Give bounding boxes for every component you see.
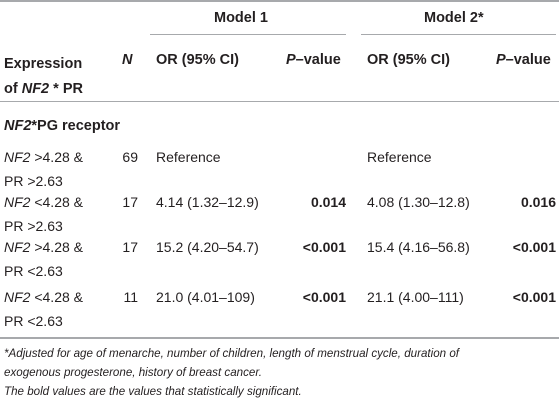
table-row-2-p-model1: 0.014 [310,194,346,210]
p-value-header-model2: P–value [496,52,551,68]
table-row-2-expression: NF2 <4.28 & PR >2.63 [4,194,83,234]
table-row-4-p-model2: <0.001 [512,289,556,305]
table-row-2-n: 17 [122,194,138,210]
footnote-adjustment-line1: *Adjusted for age of menarche, number of… [4,347,459,360]
table-row-1-or-model1: Reference [156,149,221,165]
table-row-4-n: 11 [123,289,138,305]
expression-header: Expression of NF2 * PR [4,56,83,97]
table-row-1-or-model2: Reference [367,149,432,165]
model2-underline [361,34,556,35]
or-header-model2: OR (95% CI) [367,52,450,68]
section-label: NF2*PG receptor [4,118,121,134]
table-row-3-p-model1: <0.001 [302,239,346,255]
table-row-2-or-model2: 4.08 (1.30–12.8) [367,194,470,210]
or-header-model1: OR (95% CI) [156,52,239,68]
table-row-1-expression: NF2 >4.28 & PR >2.63 [4,149,83,189]
table-row-3-or-model2: 15.4 (4.16–56.8) [367,239,470,255]
table-row-1-n: 69 [122,149,138,165]
table-row-2-or-model1: 4.14 (1.32–12.9) [156,194,259,210]
header-divider [0,101,559,102]
p-value-header-model1: P–value [286,52,341,68]
table-row-4-or-model2: 21.1 (4.00–111) [367,289,464,305]
table-row-3-or-model1: 15.2 (4.20–54.7) [156,239,259,255]
n-header: N [122,52,133,68]
top-rule [0,0,559,2]
table-row-3-n: 17 [122,239,138,255]
footnote-adjustment-line2: exogenous progesterone, history of breas… [4,366,263,379]
table-row-3-p-model2: <0.001 [512,239,556,255]
table-row-4-expression: NF2 <4.28 & PR <2.63 [4,289,83,329]
table-row-4-or-model1: 21.0 (4.01–109) [156,289,255,305]
model1-header: Model 1 [214,10,268,26]
footnote-bold-values: The bold values are the values that stat… [4,385,302,398]
model2-header: Model 2* [424,10,484,26]
table-row-3-expression: NF2 >4.28 & PR <2.63 [4,239,83,279]
model1-underline [150,34,346,35]
table-row-4-p-model1: <0.001 [302,289,346,305]
bottom-rule [0,337,559,339]
table-row-2-p-model2: 0.016 [520,194,556,210]
